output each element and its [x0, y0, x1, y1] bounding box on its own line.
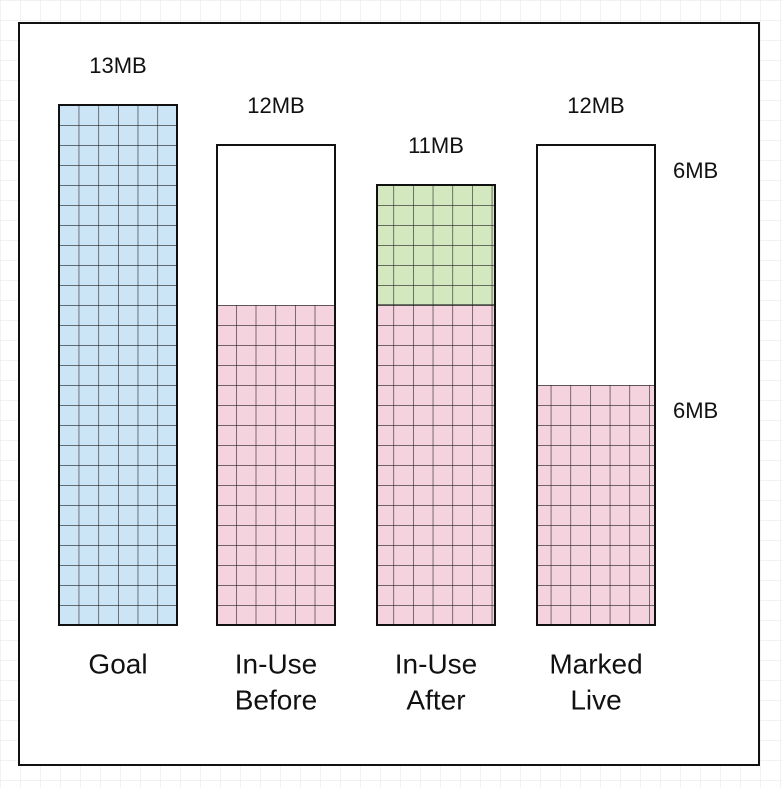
column-label: Goal: [88, 648, 147, 679]
column-label: Marked: [549, 648, 642, 679]
column-label: After: [406, 684, 465, 715]
total-label: 12MB: [247, 93, 304, 118]
segment-cells: [376, 304, 496, 626]
total-label: 11MB: [408, 133, 464, 158]
column-label: In-Use: [395, 648, 477, 679]
segment: [537, 145, 655, 385]
column-label: Live: [570, 684, 621, 715]
segment-label: 6MB: [673, 158, 718, 183]
segment-cells: [376, 184, 496, 306]
segment-cells: [216, 304, 336, 626]
column-label: In-Use: [235, 648, 317, 679]
segment-label: 6MB: [673, 398, 718, 423]
column-outline: [536, 144, 656, 626]
segment: [217, 145, 335, 305]
total-label: 13MB: [89, 53, 146, 78]
column-outline: [376, 184, 496, 626]
column-outline: [58, 104, 178, 626]
segment-cells: [536, 384, 656, 626]
column-outline: [216, 144, 336, 626]
columns: 13MBGoal8MB12MBIn-UseBefore11MBIn-UseAft…: [58, 53, 718, 715]
segment-cells: [58, 104, 178, 626]
column-label: Before: [235, 684, 318, 715]
total-label: 12MB: [567, 93, 624, 118]
